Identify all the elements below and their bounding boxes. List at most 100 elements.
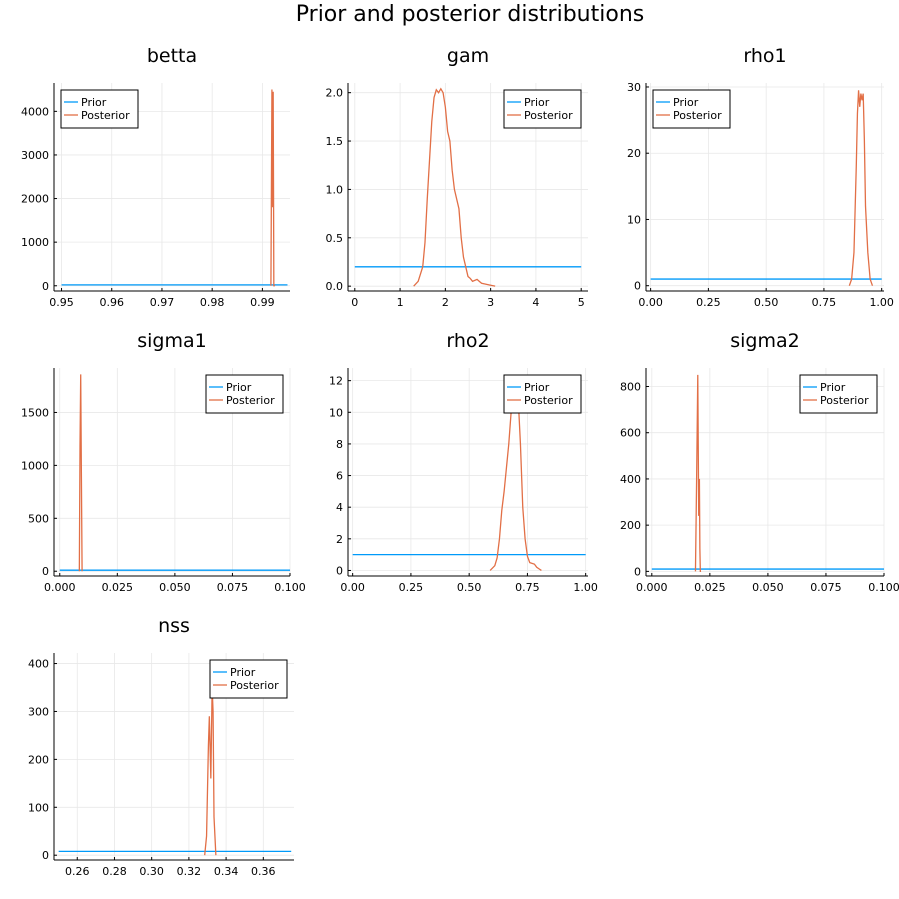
axes xyxy=(645,83,884,292)
subplot-sigma2: 0.000 0.025 0.050 0.075 0.100 0 200 400 600 800 si… xyxy=(620,330,899,594)
x-tick-label: 0.36 xyxy=(251,865,276,878)
legend-label: Posterior xyxy=(524,109,573,122)
y-tick-label: 3000 xyxy=(21,149,49,162)
y-tick-label: 0.5 xyxy=(326,232,344,245)
legend-label: Prior xyxy=(81,96,107,109)
x-tick-label: 0.00 xyxy=(340,581,365,594)
x-tick-label: 1 xyxy=(397,296,404,309)
y-tick-label: 400 xyxy=(28,658,49,671)
y-tick-label: 0.0 xyxy=(326,280,344,293)
y-tick-label: 1500 xyxy=(21,406,49,419)
x-tick-label: 0.30 xyxy=(139,865,164,878)
y-tick-label: 2000 xyxy=(21,193,49,206)
x-tick-label: 0.25 xyxy=(696,296,721,309)
y-tick-label: 2 xyxy=(336,533,343,546)
subplot-nss: 0.26 0.28 0.30 0.32 0.34 0.36 0 100 200 300 400 nss… xyxy=(28,615,294,878)
x-tick-label: 1.00 xyxy=(573,581,598,594)
x-tick-label: 0.000 xyxy=(44,581,76,594)
y-tick-label: 12 xyxy=(329,375,343,388)
legend-label: Prior xyxy=(524,96,550,109)
x-tick-label: 0.050 xyxy=(159,581,191,594)
x-tick-label: 0.28 xyxy=(102,865,127,878)
legend-label: Prior xyxy=(230,666,256,679)
x-tick-label: 5 xyxy=(578,296,585,309)
x-tick-label: 0.100 xyxy=(274,581,306,594)
legend-label: Prior xyxy=(524,381,550,394)
axes xyxy=(53,368,291,577)
x-tick-label: 0.075 xyxy=(810,581,842,594)
y-tick-label: 8 xyxy=(336,438,343,451)
y-tick-label: 300 xyxy=(28,705,49,718)
series-posterior-line xyxy=(270,89,275,287)
x-tick-label: 0.32 xyxy=(177,865,202,878)
legend-label: Posterior xyxy=(524,394,573,407)
legend-box xyxy=(799,374,878,414)
legend-label: Posterior xyxy=(81,109,130,122)
x-tick-label: 0.100 xyxy=(868,581,899,594)
x-tick-label: 2 xyxy=(442,296,449,309)
y-tick-label: 0 xyxy=(634,565,641,578)
y-tick-label: 4000 xyxy=(21,105,49,118)
legend-label: Prior xyxy=(820,381,846,394)
legend-label: Prior xyxy=(673,96,699,109)
x-tick-label: 0.025 xyxy=(102,581,134,594)
y-tick-label: 600 xyxy=(620,427,641,440)
x-tick-label: 0 xyxy=(351,296,358,309)
y-tick-label: 30 xyxy=(627,81,641,94)
y-tick-label: 0 xyxy=(42,565,49,578)
series-posterior-line xyxy=(848,90,874,286)
y-tick-label: 4 xyxy=(336,501,343,514)
x-tick-label: 0.000 xyxy=(636,581,668,594)
legend-label: Posterior xyxy=(673,109,722,122)
y-tick-label: 6 xyxy=(336,470,343,483)
legend-box xyxy=(209,659,288,699)
y-tick-label: 20 xyxy=(627,147,641,160)
subplot-title: sigma2 xyxy=(730,330,799,352)
legend-label: Posterior xyxy=(226,394,275,407)
y-tick-label: 0 xyxy=(42,849,49,862)
legend-box xyxy=(652,89,731,129)
subplot-title: gam xyxy=(447,45,489,67)
x-tick-label: 0.95 xyxy=(49,296,74,309)
x-tick-label: 0.98 xyxy=(200,296,225,309)
subplot-betta: 0.95 0.96 0.97 0.98 0.99 0 1000 2000 3000 4000 bet… xyxy=(21,45,290,309)
x-tick-label: 0.75 xyxy=(812,296,837,309)
y-tick-label: 1000 xyxy=(21,236,49,249)
x-tick-label: 0.25 xyxy=(399,581,424,594)
x-tick-label: 0.050 xyxy=(752,581,784,594)
legend-box xyxy=(60,89,139,129)
x-tick-label: 0.34 xyxy=(214,865,239,878)
x-tick-label: 0.00 xyxy=(638,296,663,309)
y-tick-label: 1000 xyxy=(21,459,49,472)
legend-box xyxy=(503,374,582,414)
x-tick-label: 0.075 xyxy=(217,581,249,594)
y-tick-label: 800 xyxy=(620,380,641,393)
x-tick-label: 0.50 xyxy=(754,296,779,309)
x-tick-label: 0.50 xyxy=(457,581,482,594)
subplot-rho2: 0.00 0.25 0.50 0.75 1.00 0 2 4 6 8 10 12 rho2 PriorPo… xyxy=(329,330,598,594)
y-tick-label: 10 xyxy=(627,213,641,226)
series-posterior-line xyxy=(413,87,496,287)
y-tick-label: 0 xyxy=(42,280,49,293)
y-tick-label: 200 xyxy=(620,519,641,532)
axes xyxy=(347,368,588,577)
subplot-title: sigma1 xyxy=(137,330,206,352)
legend-box xyxy=(503,89,582,129)
y-tick-label: 200 xyxy=(28,753,49,766)
x-tick-label: 0.26 xyxy=(65,865,90,878)
x-tick-label: 0.75 xyxy=(515,581,540,594)
x-tick-label: 0.99 xyxy=(250,296,275,309)
axes xyxy=(645,368,885,577)
y-tick-label: 0 xyxy=(336,564,343,577)
x-tick-label: 3 xyxy=(487,296,494,309)
subplot-sigma1: 0.000 0.025 0.050 0.075 0.100 0 500 1000 1500 sig… xyxy=(21,330,306,594)
subplot-title: rho2 xyxy=(446,330,489,352)
